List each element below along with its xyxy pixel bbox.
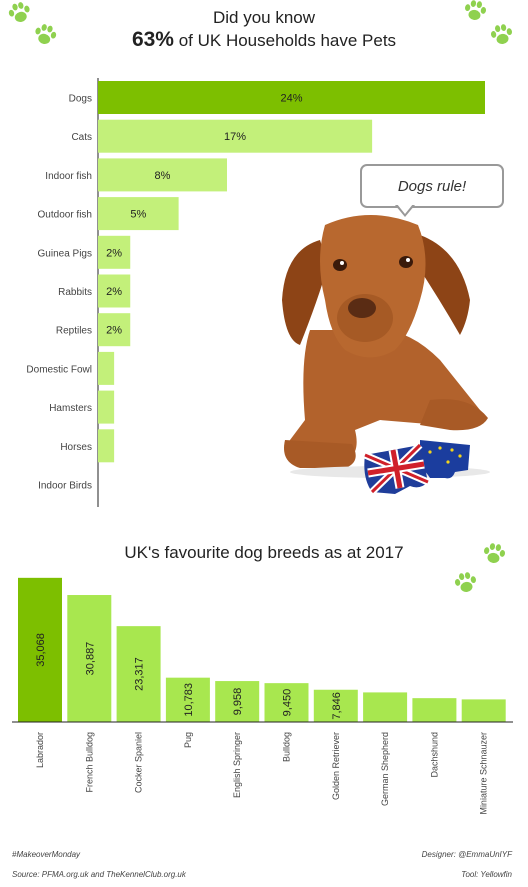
breed-category-label: German Shepherd xyxy=(380,732,390,806)
breed-bar-miniature-schnauzer xyxy=(461,699,506,722)
bar-horses xyxy=(98,429,115,463)
footer-tool: Tool: Yellowfin xyxy=(461,870,512,879)
category-label: Cats xyxy=(71,132,92,143)
title-rest: of UK Households have Pets xyxy=(178,31,397,50)
data-label: 8% xyxy=(155,170,171,182)
category-label: Domestic Fowl xyxy=(26,364,92,375)
puzzle-pieces-illustration xyxy=(363,440,470,495)
breed-category-label: Golden Retriever xyxy=(331,732,341,800)
paw-print-icon xyxy=(454,572,476,592)
category-label: Reptiles xyxy=(56,326,92,337)
paw-print-icon xyxy=(465,0,487,20)
breed-value-label: 23,317 xyxy=(134,657,146,691)
breed-value-label: 35,068 xyxy=(35,633,47,667)
breed-category-label: French Bulldog xyxy=(84,732,94,793)
footer-source: Source: PFMA.org.uk and TheKennelClub.or… xyxy=(12,870,186,879)
breed-bar-pug xyxy=(165,677,210,722)
chart-title-line2: 63% of UK Households have Pets xyxy=(0,28,528,52)
bar-outdoor-fish xyxy=(98,197,179,231)
breed-bar-german-shepherd xyxy=(363,692,408,722)
category-label: Guinea Pigs xyxy=(38,248,92,259)
breed-category-label: Cocker Spaniel xyxy=(134,732,144,793)
breed-value-label: 9,958 xyxy=(232,688,244,716)
bar-dogs xyxy=(98,81,485,114)
pets-bar-chart: Dogs 24% Cats 17% Indoor fish 8% Outdoor fish 5… xyxy=(26,78,485,507)
breed-category-label: Labrador xyxy=(35,732,45,768)
data-label: 2% xyxy=(106,325,122,337)
breed-value-label: 7,846 xyxy=(331,692,343,720)
breed-bar-dachshund xyxy=(412,698,457,722)
breed-category-label: Bulldog xyxy=(282,732,292,762)
dog-breeds-bar-chart: 35,068 Labrador 30,887 French Bulldog 23,317… xyxy=(12,577,513,815)
data-label: 17% xyxy=(224,131,246,143)
paw-print-icon xyxy=(8,2,30,22)
category-label: Rabbits xyxy=(58,287,92,298)
footer-designer: Designer: @EmmaUnIYF xyxy=(421,850,512,859)
breed-bar-cocker-spaniel xyxy=(116,626,161,722)
category-label: Hamsters xyxy=(49,403,92,414)
highlight-percent: 63% xyxy=(131,28,174,51)
breed-bar-labrador xyxy=(18,577,62,722)
footer-hashtag: #MakeoverMonday xyxy=(12,850,81,859)
paw-prints xyxy=(8,0,512,592)
speech-bubble-tail-inner xyxy=(397,204,413,214)
paw-print-icon xyxy=(484,543,506,563)
bar-hamsters xyxy=(98,390,115,424)
bar-cats xyxy=(98,119,373,153)
category-label: Dogs xyxy=(69,94,92,105)
breed-value-label: 30,887 xyxy=(84,642,96,676)
category-label: Indoor Birds xyxy=(38,481,92,492)
breed-bar-english-springer xyxy=(215,681,260,722)
breed-category-label: Dachshund xyxy=(429,732,439,778)
data-label: 24% xyxy=(280,93,302,105)
category-label: Horses xyxy=(60,442,92,453)
breeds-chart-title: UK's favourite dog breeds as at 2017 xyxy=(124,543,404,562)
breed-value-label: 10,783 xyxy=(183,683,195,717)
speech-bubble: Dogs rule! xyxy=(360,164,504,208)
category-label: Outdoor fish xyxy=(38,210,92,221)
breed-bar-french-bulldog xyxy=(67,595,112,722)
data-label: 5% xyxy=(130,209,146,221)
bar-reptiles xyxy=(98,313,131,347)
bar-domestic-fowl xyxy=(98,351,115,385)
breed-bar-golden-retriever xyxy=(313,689,358,722)
category-label: Indoor fish xyxy=(45,171,92,182)
bar-indoor-fish xyxy=(98,158,227,192)
paw-print-icon xyxy=(490,24,512,44)
data-label: 2% xyxy=(106,286,122,298)
data-label: 2% xyxy=(106,247,122,259)
breed-value-label: 9,450 xyxy=(282,689,294,717)
chart-title-line1: Did you know xyxy=(212,8,316,27)
bar-rabbits xyxy=(98,274,131,308)
breed-category-label: Miniature Schnauzer xyxy=(479,732,489,815)
bar-guinea-pigs xyxy=(98,235,131,269)
breed-category-label: Pug xyxy=(183,732,193,748)
paw-print-icon xyxy=(35,24,57,44)
breed-category-label: English Springer xyxy=(232,732,242,798)
dog-illustration xyxy=(282,215,490,478)
breed-bar-bulldog xyxy=(264,683,309,722)
